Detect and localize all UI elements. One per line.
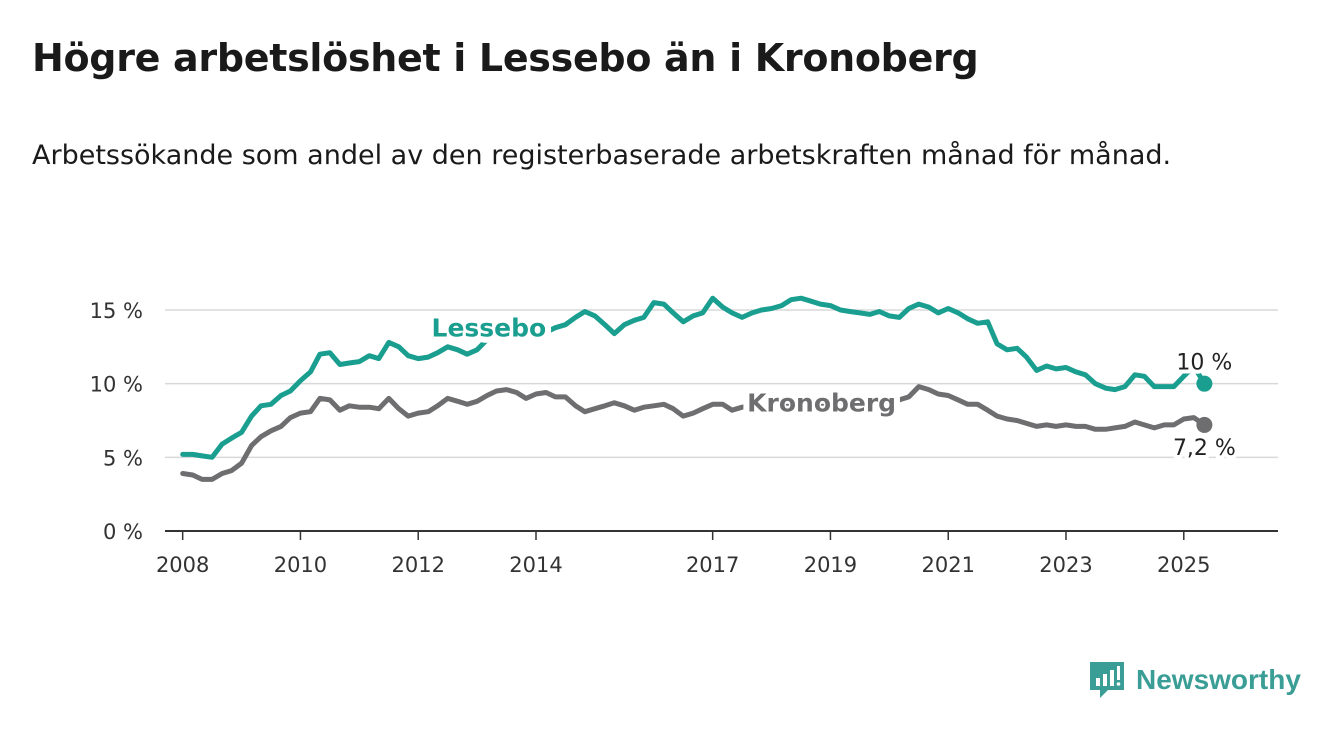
y-tick-label: 10 % [90, 373, 143, 397]
x-tick-label: 2021 [921, 553, 974, 577]
y-tick-label: 15 % [90, 299, 143, 323]
series-line-lessebo [180, 295, 1207, 460]
end-label-halo: 7,2 % [1173, 436, 1236, 461]
newsworthy-logo-icon [1090, 662, 1124, 698]
x-tick-label: 2008 [156, 553, 209, 577]
y-tick-label: 0 % [103, 520, 143, 544]
x-tick-label: 2012 [391, 553, 444, 577]
end-label-kronoberg: 7,2 % [1173, 436, 1236, 461]
end-point-kronoberg [1196, 416, 1213, 433]
x-tick-label: 2023 [1039, 553, 1092, 577]
chart-subtitle: Arbetssökande som andel av den registerb… [32, 140, 1172, 171]
end-point-lessebo [1196, 375, 1213, 392]
series-label-halo: Kronoberg [747, 389, 896, 418]
end-label-lessebo: 10 % [1176, 351, 1232, 376]
x-tick-label: 2014 [509, 553, 562, 577]
end-label-halo: 10 % [1176, 351, 1232, 376]
x-tick-label: 2019 [804, 553, 857, 577]
series-label-lessebo: Lessebo [432, 314, 547, 343]
brand-name: Newsworthy [1136, 664, 1301, 695]
x-tick-label: 2025 [1157, 553, 1210, 577]
x-tick-label: 2010 [274, 553, 327, 577]
series-line-kronoberg [180, 384, 1207, 482]
series-label-halo: Lessebo [432, 314, 547, 343]
y-tick-label: 5 % [103, 446, 143, 470]
brand-logo[interactable]: Newsworthy [1088, 660, 1301, 700]
series-label-kronoberg: Kronoberg [747, 389, 896, 418]
chart-title: Högre arbetslöshet i Lessebo än i Kronob… [32, 36, 979, 80]
x-tick-label: 2017 [686, 553, 739, 577]
